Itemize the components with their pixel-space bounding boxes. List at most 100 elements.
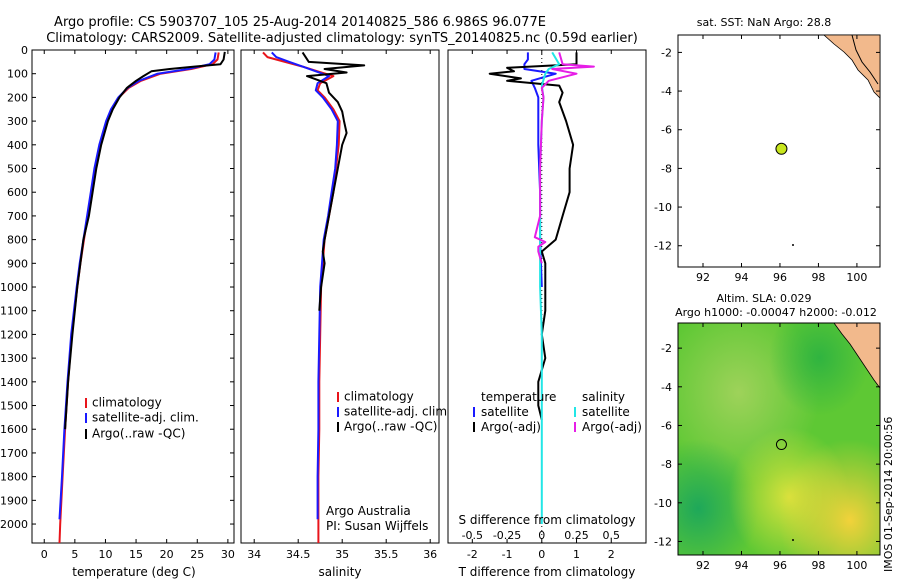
salinity-x-label: salinity <box>318 565 361 579</box>
map-x-tick-label: 96 <box>773 559 787 572</box>
x-tick-label: 2 <box>608 548 615 561</box>
legend-label-argo: Argo(..raw -QC) <box>344 420 437 434</box>
series-line-argo-raw-qc- <box>301 51 366 311</box>
x-tick-label: 34.5 <box>286 548 311 561</box>
legend-label-sal-satellite: satellite <box>582 405 630 419</box>
sst-map-title: sat. SST: NaN Argo: 28.8 <box>697 16 831 29</box>
title-line-2: Climatology: CARS2009. Satellite-adjuste… <box>46 31 638 46</box>
x-tick-label: -2 <box>467 548 478 561</box>
map-x-tick-label: 98 <box>811 271 825 284</box>
sla-map-island-dot <box>792 539 794 541</box>
depth-tick-label: 300 <box>7 115 28 128</box>
depth-tick-label: 1300 <box>0 352 28 365</box>
legend-label-argo: Argo(..raw -QC) <box>92 427 185 441</box>
depth-tick-label: 1400 <box>0 376 28 389</box>
map-y-tick-label: -4 <box>661 381 672 394</box>
x-tick-label: 35 <box>335 548 349 561</box>
legend-label-satellite: satellite-adj. clim. <box>92 411 199 425</box>
sst-map-land <box>822 34 881 99</box>
depth-tick-label: 1200 <box>0 328 28 341</box>
sla-map-frame <box>677 322 881 556</box>
x-tick-label: 5 <box>71 548 78 561</box>
map-x-tick-label: 98 <box>811 559 825 572</box>
argo-float-marker <box>775 142 788 155</box>
map-y-tick-label: -8 <box>661 458 672 471</box>
map-x-tick-label: 100 <box>846 271 867 284</box>
salinity-panel: 34 34.5 35 35.5 36 salinity climatology sate… <box>240 49 451 579</box>
temperature-x-axis: 0 5 10 15 20 25 30 <box>41 50 235 561</box>
legend-header-salinity: salinity <box>582 390 625 404</box>
difference-x2-label: S difference from climatology <box>459 513 636 527</box>
depth-tick-label: 1900 <box>0 494 28 507</box>
legend-label-climatology: climatology <box>92 396 162 410</box>
salinity-series <box>262 51 366 543</box>
depth-tick-label: 1100 <box>0 305 28 318</box>
map-x-tick-label: 92 <box>696 559 710 572</box>
depth-tick-label: 1700 <box>0 447 28 460</box>
depth-tick-label: 1500 <box>0 400 28 413</box>
difference-panel: -2 -1 0 1 2 -0.5 -0.25 0 0.25 0.5 T difference fr… <box>447 49 647 579</box>
depth-tick-label: 1000 <box>0 281 28 294</box>
series-line-argo-raw-qc- <box>64 51 226 430</box>
map-y-tick-label: -2 <box>661 46 672 59</box>
depth-tick-label: 1800 <box>0 471 28 484</box>
map-x-tick-label: 92 <box>696 271 710 284</box>
depth-tick-label: 900 <box>7 257 28 270</box>
map-x-tick-label: 100 <box>846 559 867 572</box>
depth-tick-label: 0 <box>21 44 28 57</box>
sla-map-markers <box>775 439 787 451</box>
depth-tick-label: 100 <box>7 68 28 81</box>
map-y-tick-label: -6 <box>661 124 672 137</box>
title-line-1: Argo profile: CS 5903707_105 25-Aug-2014… <box>54 15 546 30</box>
difference-legend: temperature salinity satellite Argo(-adj… <box>473 390 642 434</box>
map-y-tick-label: -10 <box>654 201 672 214</box>
sla-map-panel: Altim. SLA: 0.029 Argo h1000: -0.00047 h… <box>654 292 881 572</box>
map-y-tick-label: -12 <box>654 535 672 548</box>
x-tick-label: 15 <box>129 548 143 561</box>
x2-tick-label: 0 <box>538 529 545 542</box>
legend-label-climatology: climatology <box>344 390 414 404</box>
depth-tick-label: 500 <box>7 163 28 176</box>
map-x-tick-label: 94 <box>734 559 748 572</box>
argo-float-marker <box>775 439 787 451</box>
x-tick-label: 10 <box>98 548 112 561</box>
attribution-line-2: PI: Susan Wijffels <box>326 519 428 533</box>
map-y-tick-label: -6 <box>661 419 672 432</box>
sst-map-panel: sat. SST: NaN Argo: 28.8 92 94 96 98 100 -2 -4… <box>654 16 881 284</box>
legend-label-temp-satellite: satellite <box>481 405 529 419</box>
salinity-x-axis: 34 34.5 35 35.5 36 <box>247 50 437 561</box>
x2-tick-label: 0.5 <box>603 529 621 542</box>
difference-x-axis: -2 -1 0 1 2 -0.5 -0.25 0 0.25 0.5 <box>462 50 620 561</box>
legend-label-temp-argo: Argo(-adj) <box>481 420 541 434</box>
sla-map-title-line-1: Altim. SLA: 0.029 <box>716 292 811 305</box>
sst-map-markers <box>775 142 788 155</box>
imos-timestamp: IMOS 01-Sep-2014 20:00:56 <box>882 417 895 572</box>
legend-label-satellite: satellite-adj. clim. <box>344 405 451 419</box>
temperature-panel: 0100200300400500600700800900100011001200… <box>0 44 646 579</box>
depth-tick-label: 600 <box>7 186 28 199</box>
difference-axes-frame <box>447 49 647 544</box>
depth-tick-label: 400 <box>7 139 28 152</box>
x-tick-label: 20 <box>160 548 174 561</box>
legend-label-sal-argo: Argo(-adj) <box>582 420 642 434</box>
sst-map-coastline <box>851 34 879 85</box>
difference-x-label: T difference from climatology <box>458 565 636 579</box>
x2-tick-label: -0.25 <box>493 529 521 542</box>
temperature-x-label: temperature (deg C) <box>72 565 195 579</box>
temperature-series <box>58 51 226 544</box>
series-line-satellite-adj-clim- <box>271 51 339 520</box>
sst-map-island-dot <box>792 244 794 246</box>
x-tick-label: -1 <box>502 548 513 561</box>
series-line-salinity-argo-adj- <box>533 52 595 264</box>
x2-tick-label: -0.5 <box>462 529 483 542</box>
map-x-tick-label: 96 <box>773 271 787 284</box>
map-x-tick-label: 94 <box>734 271 748 284</box>
temperature-axes-frame <box>31 49 235 544</box>
depth-tick-label: 700 <box>7 210 28 223</box>
x2-tick-label: 0.25 <box>564 529 589 542</box>
sla-map-title-line-2: Argo h1000: -0.00047 h2000: -0.012 <box>675 306 877 319</box>
map-y-tick-label: -10 <box>654 497 672 510</box>
x-tick-label: 0 <box>41 548 48 561</box>
salinity-legend: climatology satellite-adj. clim. Argo(..… <box>337 390 451 434</box>
